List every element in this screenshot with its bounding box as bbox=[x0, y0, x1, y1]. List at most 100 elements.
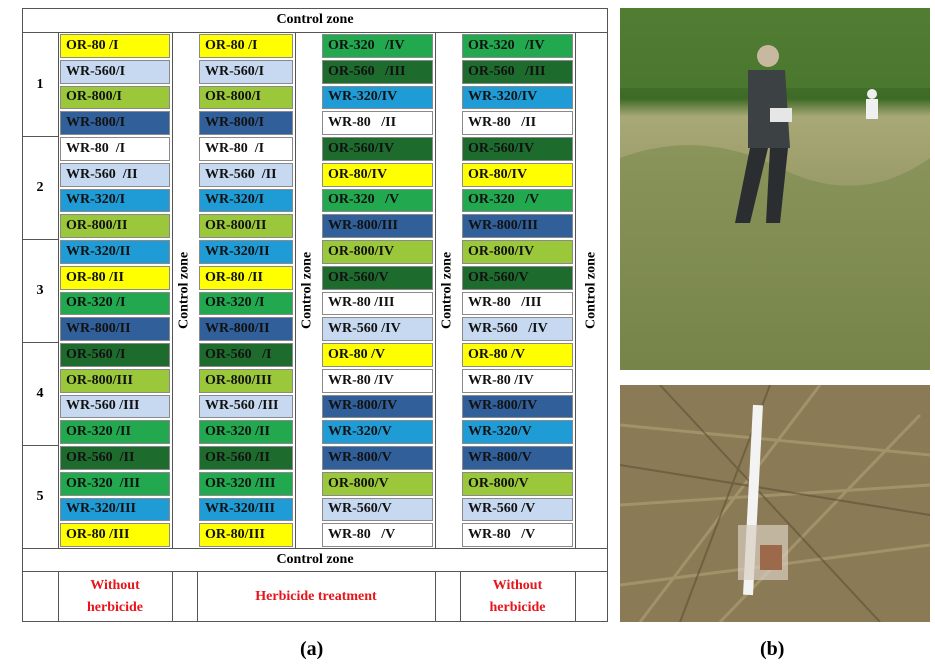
plot-cell: OR-800/II bbox=[60, 214, 170, 238]
block-number: 5 bbox=[36, 488, 44, 504]
block-divider bbox=[22, 136, 58, 137]
plot-cell: WR-320/I bbox=[199, 188, 293, 213]
plot-cell: WR-800/I bbox=[199, 111, 293, 135]
plot-cell: WR-560/V bbox=[322, 497, 433, 522]
plot-cell: WR-800/I bbox=[60, 111, 170, 135]
plot-cell: OR-560/V bbox=[462, 265, 573, 290]
plot-cell: WR-560 /II bbox=[60, 162, 170, 187]
plot-cell: WR-80 /II bbox=[462, 111, 573, 135]
plot-cell: WR-560 /IV bbox=[322, 317, 433, 341]
plot-cell: OR-800/V bbox=[462, 471, 573, 496]
plot-cell: OR-80/IV bbox=[322, 162, 433, 187]
plot-cell: OR-320 /II bbox=[60, 420, 170, 444]
plot-cell: WR-320/V bbox=[322, 420, 433, 444]
plot-cell: WR-560 /III bbox=[60, 394, 170, 419]
stake-photo bbox=[620, 385, 930, 622]
plot-cell: OR-320 /III bbox=[60, 471, 170, 496]
footer-divider bbox=[172, 572, 173, 622]
treatment-label: Without herbicide bbox=[87, 578, 143, 615]
plot-cell: OR-800/II bbox=[199, 214, 293, 238]
plot-cell: WR-80 /I bbox=[60, 137, 170, 161]
separator-line bbox=[58, 33, 59, 548]
footer-divider bbox=[197, 572, 198, 622]
side-control-zone: Control zone bbox=[439, 251, 455, 330]
plot-cell: WR-80 /IV bbox=[322, 368, 433, 393]
plot-cell: OR-80 /II bbox=[60, 265, 170, 290]
plot-cell: WR-80 /III bbox=[322, 291, 433, 316]
plot-cell: OR-80/IV bbox=[462, 162, 573, 187]
plot-cell: OR-560 /III bbox=[462, 59, 573, 84]
plot-cell: OR-320 /II bbox=[199, 420, 293, 444]
plot-cell: OR-560 /III bbox=[322, 59, 433, 84]
plot-cell: OR-80 /III bbox=[60, 523, 170, 547]
plot-cell: WR-800/III bbox=[462, 214, 573, 238]
plot-cell: OR-80 /II bbox=[199, 265, 293, 290]
plot-cell: OR-320 /V bbox=[462, 188, 573, 213]
side-control-zone: Control zone bbox=[176, 251, 192, 330]
plot-cell: WR-320/IV bbox=[322, 85, 433, 110]
block-number: 2 bbox=[36, 179, 44, 195]
footer-divider bbox=[460, 572, 461, 622]
plot-cell: OR-800/V bbox=[322, 471, 433, 496]
plot-cell: WR-560 /II bbox=[199, 162, 293, 187]
plot-cell: OR-80 /I bbox=[60, 34, 170, 58]
plot-cell: OR-560/IV bbox=[322, 137, 433, 161]
bottom-control-zone: Control zone bbox=[22, 548, 608, 572]
plot-cell: WR-80 /V bbox=[322, 523, 433, 547]
block-divider bbox=[22, 239, 58, 240]
plot-cell: OR-560 /II bbox=[199, 446, 293, 470]
separator-line bbox=[172, 33, 173, 548]
plot-cell: OR-800/I bbox=[199, 85, 293, 110]
plot-cell: WR-560/I bbox=[199, 59, 293, 84]
plot-cell: OR-320 /IV bbox=[322, 34, 433, 58]
footer-divider bbox=[58, 572, 59, 622]
plot-cell: WR-800/II bbox=[199, 317, 293, 341]
top-control-zone: Control zone bbox=[22, 8, 608, 33]
caption: (b) bbox=[760, 638, 785, 660]
side-control-zone: Control zone bbox=[583, 251, 599, 330]
plot-cell: OR-560 /II bbox=[60, 446, 170, 470]
field-photo bbox=[620, 8, 930, 370]
plot-cell: WR-560 /III bbox=[199, 394, 293, 419]
plot-cell: WR-320/III bbox=[199, 497, 293, 522]
side-control-zone: Control zone bbox=[299, 251, 315, 330]
plot-cell: WR-320/V bbox=[462, 420, 573, 444]
plot-cell: WR-320/II bbox=[199, 240, 293, 264]
plot-cell: OR-800/I bbox=[60, 85, 170, 110]
plot-cell: WR-320/I bbox=[60, 188, 170, 213]
block-number: 1 bbox=[36, 76, 44, 92]
plot-cell: WR-560/I bbox=[60, 59, 170, 84]
plot-cell: OR-80 /V bbox=[322, 343, 433, 367]
plot-cell: WR-80 /IV bbox=[462, 368, 573, 393]
plot-cell: OR-80 /I bbox=[199, 34, 293, 58]
separator-line bbox=[435, 33, 436, 548]
plot-cell: OR-800/IV bbox=[462, 240, 573, 264]
plot-cell: OR-320 /I bbox=[199, 291, 293, 316]
plot-cell: WR-80 /V bbox=[462, 523, 573, 547]
plot-cell: WR-800/V bbox=[322, 446, 433, 470]
plot-cell: OR-560 /I bbox=[60, 343, 170, 367]
plot-cell: WR-80 /III bbox=[462, 291, 573, 316]
plot-cell: WR-800/III bbox=[322, 214, 433, 238]
plot-cell: WR-800/IV bbox=[462, 394, 573, 419]
plot-cell: WR-320/II bbox=[60, 240, 170, 264]
plot-cell: OR-320 /V bbox=[322, 188, 433, 213]
treatment-label: Without herbicide bbox=[489, 578, 546, 615]
plot-cell: WR-800/IV bbox=[322, 394, 433, 419]
plot-cell: OR-80/III bbox=[199, 523, 293, 547]
plot-cell: WR-80 /II bbox=[322, 111, 433, 135]
footer-divider bbox=[575, 572, 576, 622]
plot-cell: WR-560 /V bbox=[462, 497, 573, 522]
separator-line bbox=[575, 33, 576, 548]
caption: (a) bbox=[300, 638, 324, 660]
plot-cell: WR-800/V bbox=[462, 446, 573, 470]
block-divider bbox=[22, 445, 58, 446]
plot-cell: OR-320 /III bbox=[199, 471, 293, 496]
separator-line bbox=[295, 33, 296, 548]
footer-divider bbox=[435, 572, 436, 622]
plot-cell: WR-560 /IV bbox=[462, 317, 573, 341]
plot-cell: WR-320/III bbox=[60, 497, 170, 522]
plot-cell: OR-800/IV bbox=[322, 240, 433, 264]
plot-cell: WR-320/IV bbox=[462, 85, 573, 110]
